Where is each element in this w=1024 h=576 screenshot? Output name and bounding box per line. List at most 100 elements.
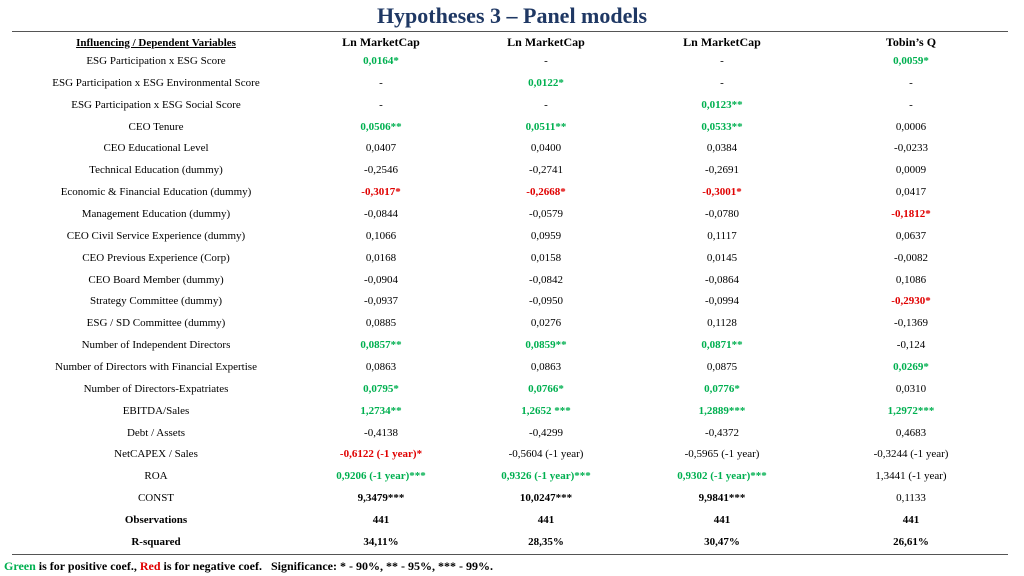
coef-cell: - — [544, 54, 548, 67]
row-label: ROA — [144, 470, 168, 483]
row-label: ESG Participation x ESG Social Score — [71, 98, 241, 111]
coef-cell: -0,0864 — [705, 273, 739, 286]
coef-cell: 0,4683 — [895, 426, 927, 439]
table-row: CEO Educational Level 0,0407 0,0400 0,0384 -… — [12, 137, 1008, 159]
coef-cell: 0,0795* — [363, 382, 399, 395]
table-row: Observations 441 441 441 441 — [12, 509, 1008, 531]
row-label: CEO Educational Level — [103, 142, 209, 155]
coef-cell: 441 — [713, 513, 731, 526]
coef-cell: 0,1117 — [707, 229, 737, 242]
row-label: Economic & Financial Education (dummy) — [60, 186, 252, 199]
coef-cell: 0,0637 — [895, 229, 927, 242]
coef-cell: 0,1128 — [707, 317, 737, 330]
coef-cell: 0,0766* — [528, 382, 564, 395]
coef-cell: -0,4372 — [705, 426, 739, 439]
coef-cell: 0,0269* — [893, 360, 929, 373]
table-row: CONST 9,3479*** 10,0247*** 9,9841*** 0,1133 — [12, 487, 1008, 509]
row-label: NetCAPEX / Sales — [114, 448, 198, 461]
coef-cell: 0,0006 — [895, 120, 927, 133]
coef-cell: 0,0959 — [530, 229, 562, 242]
row-label: CONST — [137, 492, 175, 505]
footnote-red-text: is for negative coef. — [160, 559, 262, 573]
coef-cell: 0,0533** — [701, 120, 743, 133]
coef-cell: -0,0950 — [529, 295, 563, 308]
table-row: CEO Tenure 0,0506** 0,0511** 0,0533** 0,0006 — [12, 116, 1008, 138]
table-row: CEO Board Member (dummy) -0,0904 -0,0842 -0… — [12, 269, 1008, 291]
coef-cell: 0,0164* — [363, 54, 399, 67]
coef-cell: -0,0780 — [705, 207, 739, 220]
coef-cell: -0,3244 (-1 year) — [873, 448, 949, 461]
table-row: ROA 0,9206 (-1 year)*** 0,9326 (-1 year)**… — [12, 465, 1008, 487]
coef-cell: 0,0417 — [895, 186, 927, 199]
coef-cell: -0,4138 — [364, 426, 398, 439]
row-label: CEO Tenure — [128, 120, 184, 133]
coef-cell: 0,0885 — [365, 317, 397, 330]
coef-cell: -0,0994 — [705, 295, 739, 308]
table-row: R-squared 34,11% 28,35% 30,47% 26,61% — [12, 531, 1008, 553]
coef-cell: 0,0059* — [893, 54, 929, 67]
footnote-green-word: Green — [4, 559, 36, 573]
footnote-red-word: Red — [139, 559, 161, 573]
coef-cell: -0,2691 — [705, 164, 739, 177]
coef-cell: 26,61% — [893, 535, 929, 548]
coef-cell: 0,0863 — [365, 360, 397, 373]
footnote-significance: Significance: * - 90%, ** - 95%, *** - 9… — [270, 559, 493, 573]
table-row: EBITDA/Sales 1,2734** 1,2652 *** 1,2889*** 1… — [12, 400, 1008, 422]
coef-cell: 1,3441 (-1 year) — [875, 470, 947, 483]
coef-cell: 441 — [372, 513, 390, 526]
table-row: CEO Previous Experience (Corp) 0,0168 0,01… — [12, 247, 1008, 269]
coef-cell: 0,9206 (-1 year)*** — [336, 470, 426, 483]
row-label: R-squared — [131, 535, 181, 548]
header-variables: Influencing / Dependent Variables — [76, 36, 236, 49]
top-rule — [12, 31, 1008, 32]
coef-cell: -0,1812* — [891, 207, 931, 220]
row-label: CEO Civil Service Experience (dummy) — [66, 229, 246, 242]
coef-cell: -0,5604 (-1 year) — [508, 448, 584, 461]
footnote: Green is for positive coef., Red is for … — [4, 559, 493, 574]
table-row: Economic & Financial Education (dummy) -0… — [12, 181, 1008, 203]
row-label: Strategy Committee (dummy) — [90, 295, 222, 308]
coef-cell: 9,3479*** — [357, 492, 405, 505]
table-row: NetCAPEX / Sales -0,6122 (-1 year)* -0,560… — [12, 443, 1008, 465]
coef-cell: -0,0937 — [364, 295, 398, 308]
coef-cell: -0,0904 — [364, 273, 398, 286]
coef-cell: -0,1369 — [894, 317, 928, 330]
row-label: Management Education (dummy) — [81, 207, 231, 220]
coef-cell: 0,0168 — [365, 251, 397, 264]
coef-cell: 0,0122* — [528, 76, 564, 89]
coef-cell: 0,0123** — [701, 98, 743, 111]
header-col-4: Tobin’s Q — [885, 35, 937, 49]
coef-cell: 0,0859** — [525, 339, 567, 352]
coef-cell: 28,35% — [528, 535, 564, 548]
coef-cell: - — [909, 76, 913, 89]
row-label: ESG Participation x ESG Environmental Sc… — [52, 76, 260, 89]
coef-cell: -0,6122 (-1 year)* — [339, 448, 423, 461]
coef-cell: 0,0875 — [706, 360, 738, 373]
coef-cell: 0,1133 — [896, 492, 926, 505]
coef-cell: -0,2741 — [529, 164, 563, 177]
bottom-rule — [12, 554, 1008, 555]
coef-cell: 0,0506** — [360, 120, 402, 133]
coef-cell: -0,5965 (-1 year) — [684, 448, 760, 461]
coef-cell: 441 — [902, 513, 920, 526]
table-row: Number of Independent Directors 0,0857** 0… — [12, 334, 1008, 356]
coef-cell: - — [720, 54, 724, 67]
table-header-row: Influencing / Dependent Variables Ln Mar… — [12, 35, 1008, 50]
coef-cell: 34,11% — [363, 535, 399, 548]
table-row: Number of Directors-Expatriates 0,0795* 0,… — [12, 378, 1008, 400]
row-label: EBITDA/Sales — [122, 404, 190, 417]
table-row: Debt / Assets -0,4138 -0,4299 -0,4372 0,4683 — [12, 422, 1008, 444]
coef-cell: - — [544, 98, 548, 111]
slide-title: Hypotheses 3 – Panel models — [376, 3, 648, 28]
row-label: Number of Directors with Financial Exper… — [55, 360, 257, 373]
header-col-3: Ln MarketCap — [683, 35, 761, 49]
row-label: Debt / Assets — [126, 426, 186, 439]
coef-cell: -0,0844 — [364, 207, 398, 220]
header-col-1: Ln MarketCap — [342, 35, 420, 49]
coef-cell: -0,0842 — [529, 273, 563, 286]
coef-cell: 0,0400 — [530, 142, 562, 155]
coef-cell: - — [379, 98, 383, 111]
coef-cell: 0,1086 — [895, 273, 927, 286]
coef-cell: -0,2668* — [526, 186, 566, 199]
row-label: CEO Board Member (dummy) — [88, 273, 224, 286]
